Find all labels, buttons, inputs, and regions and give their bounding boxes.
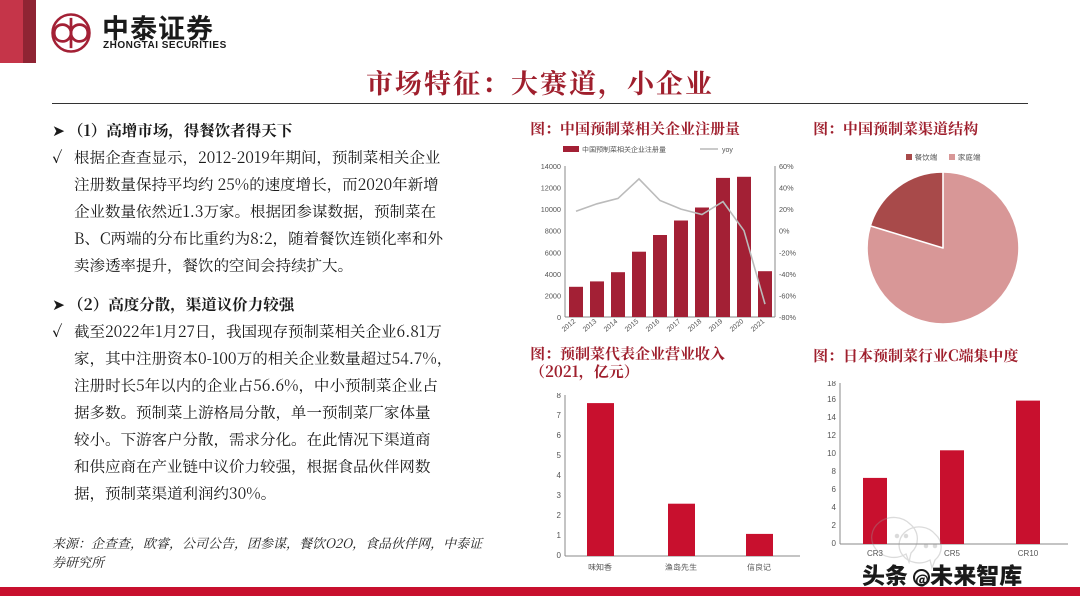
svg-text:2012: 2012 (561, 318, 578, 333)
svg-text:16: 16 (827, 395, 836, 404)
svg-text:14000: 14000 (541, 162, 561, 171)
svg-text:6: 6 (832, 485, 837, 494)
svg-text:0: 0 (557, 313, 561, 322)
svg-text:渔岛先生: 渔岛先生 (665, 562, 697, 573)
svg-text:2017: 2017 (666, 318, 683, 333)
svg-text:2021: 2021 (750, 318, 767, 333)
svg-text:2: 2 (832, 521, 837, 530)
svg-text:2019: 2019 (708, 318, 725, 333)
svg-text:味知香: 味知香 (588, 562, 612, 573)
svg-text:0: 0 (557, 551, 562, 560)
svg-text:6000: 6000 (545, 248, 561, 257)
svg-text:2000: 2000 (545, 291, 561, 300)
svg-text:4: 4 (557, 471, 562, 480)
svg-text:5: 5 (557, 451, 562, 460)
svg-text:14: 14 (827, 413, 836, 422)
svg-text:12: 12 (827, 431, 836, 440)
svg-text:6: 6 (557, 431, 562, 440)
svg-text:0: 0 (832, 539, 837, 548)
svg-text:8000: 8000 (545, 227, 561, 236)
svg-text:信良记: 信良记 (747, 562, 771, 573)
svg-text:20%: 20% (779, 205, 794, 214)
svg-text:2: 2 (557, 511, 562, 520)
svg-text:8: 8 (832, 467, 837, 476)
svg-text:4: 4 (832, 503, 837, 512)
svg-text:2014: 2014 (603, 318, 620, 333)
svg-text:0%: 0% (779, 227, 790, 236)
svg-text:4000: 4000 (545, 270, 561, 279)
svg-text:3: 3 (557, 491, 562, 500)
svg-text:12000: 12000 (541, 184, 561, 193)
svg-text:中国预制菜相关企业注册量: 中国预制菜相关企业注册量 (582, 145, 666, 155)
svg-text:-20%: -20% (779, 248, 797, 257)
svg-text:40%: 40% (779, 184, 794, 193)
svg-text:8: 8 (557, 393, 562, 400)
svg-text:2018: 2018 (687, 318, 704, 333)
svg-text:-80%: -80% (779, 313, 797, 322)
svg-text:2016: 2016 (645, 318, 662, 333)
svg-text:1: 1 (557, 531, 562, 540)
svg-text:18: 18 (827, 381, 836, 388)
svg-text:7: 7 (557, 411, 562, 420)
svg-text:2020: 2020 (729, 318, 746, 333)
svg-text:60%: 60% (779, 162, 794, 171)
svg-text:10: 10 (827, 449, 836, 458)
svg-text:2015: 2015 (624, 318, 641, 333)
svg-text:2013: 2013 (582, 318, 599, 333)
svg-text:-60%: -60% (779, 291, 797, 300)
svg-text:yoy: yoy (722, 147, 733, 154)
svg-text:-40%: -40% (779, 270, 797, 279)
svg-text:10000: 10000 (541, 205, 561, 214)
